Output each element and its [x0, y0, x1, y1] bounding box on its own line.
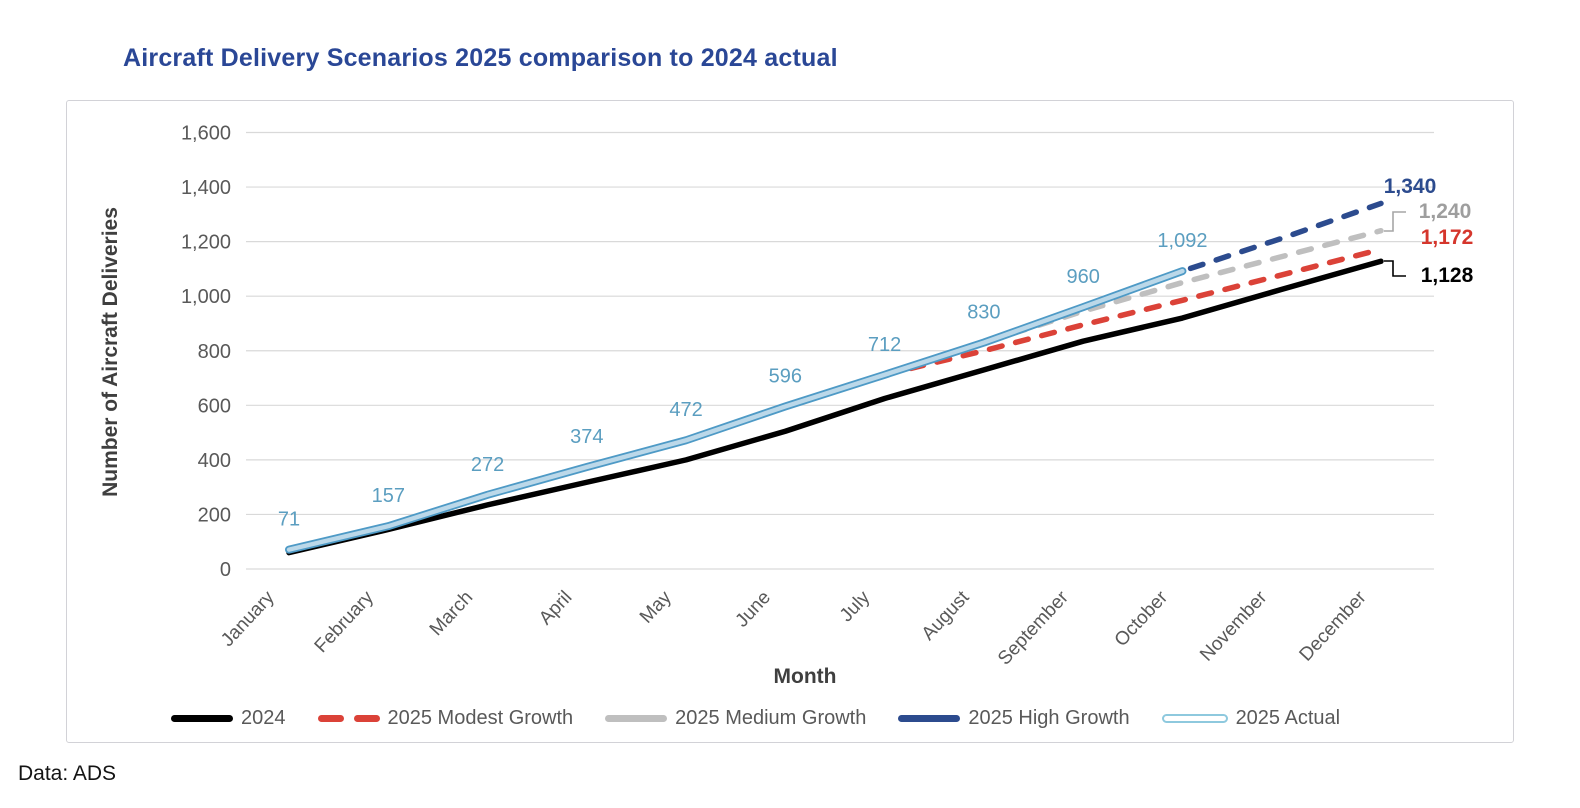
legend-label-high-growth: 2025 High Growth: [968, 707, 1130, 729]
series-line-actual-core: [286, 268, 1185, 552]
y-tick-label: 1,400: [181, 177, 231, 199]
chart-title: Aircraft Delivery Scenarios 2025 compari…: [123, 44, 838, 72]
x-tick-label: July: [836, 587, 875, 626]
x-tick-label: November: [1196, 587, 1272, 666]
series-line-2024: [286, 258, 1384, 556]
legend-label-actual: 2025 Actual: [1235, 707, 1341, 729]
end-label-high-growth: 1,340: [1383, 175, 1437, 198]
y-tick-label: 0: [220, 559, 231, 581]
y-tick-label: 600: [198, 395, 231, 417]
series-line-actual: [285, 267, 1187, 554]
data-label: 596: [769, 365, 802, 387]
data-label: 71: [278, 509, 300, 531]
x-tick-label: June: [732, 587, 775, 631]
data-label: 157: [372, 485, 405, 507]
y-tick-label: 800: [198, 341, 231, 363]
legend-item-actual: 2025 Actual: [1161, 707, 1341, 730]
data-label: 472: [669, 399, 702, 421]
legend: 2024 2025 Modest Growth 2025 Medium Grow…: [171, 707, 1340, 730]
x-tick-label: March: [426, 587, 477, 640]
plot-area: 0 200 400 600 800 1,000 1,200 1,400 1,600 January…: [181, 123, 1434, 670]
legend-item-medium-growth: 2025 Medium Growth: [605, 707, 866, 730]
end-label-modest-growth: 1,172: [1420, 226, 1474, 249]
x-tick-label: May: [636, 587, 676, 628]
x-axis-title: Month: [773, 665, 837, 688]
series-line-high: [286, 200, 1384, 553]
legend-item-2024: 2024: [171, 707, 286, 730]
legend-item-high-growth: 2025 High Growth: [898, 707, 1130, 730]
leader-line-2024: [1384, 260, 1406, 277]
y-tick-label: 400: [198, 450, 231, 472]
chart-panel: 0 200 400 600 800 1,000 1,200 1,400 1,600 January…: [66, 100, 1514, 743]
data-label: 1,092: [1157, 230, 1207, 252]
data-label: 960: [1066, 266, 1099, 288]
y-tick-label: 1,200: [181, 232, 231, 254]
x-tick-label: October: [1111, 587, 1173, 651]
data-label: 272: [471, 454, 504, 476]
x-tick-label: January: [217, 587, 279, 651]
data-label: 374: [570, 426, 603, 448]
legend-item-modest-growth: 2025 Modest Growth: [317, 707, 574, 730]
legend-swatch-high-growth: [898, 715, 961, 722]
legend-label-medium-growth: 2025 Medium Growth: [675, 707, 867, 729]
legend-swatch-2024: [171, 715, 233, 722]
leader-line-medium: [1384, 211, 1406, 232]
legend-swatch-actual: [1161, 714, 1228, 723]
legend-label-2024: 2024: [241, 707, 286, 729]
end-label-2024: 1,128: [1420, 264, 1474, 287]
data-label: 830: [967, 302, 1000, 324]
legend-label-modest-growth: 2025 Modest Growth: [387, 707, 574, 729]
x-tick-label: August: [918, 587, 974, 645]
y-tick-label: 1,600: [181, 123, 231, 145]
legend-swatch-modest-growth: [317, 715, 380, 722]
x-tick-label: September: [994, 587, 1073, 670]
y-tick-label: 1,000: [181, 286, 231, 308]
x-tick-label: December: [1295, 587, 1371, 666]
y-axis-title: Number of Aircraft Deliveries: [99, 207, 122, 497]
x-tick-label: February: [311, 587, 379, 657]
data-label: 712: [868, 334, 901, 356]
source-note: Data: ADS: [18, 762, 117, 785]
y-tick-label: 200: [198, 504, 231, 526]
end-label-medium-growth: 1,240: [1418, 200, 1472, 223]
x-tick-label: April: [535, 587, 576, 629]
legend-swatch-medium-growth: [605, 715, 668, 722]
